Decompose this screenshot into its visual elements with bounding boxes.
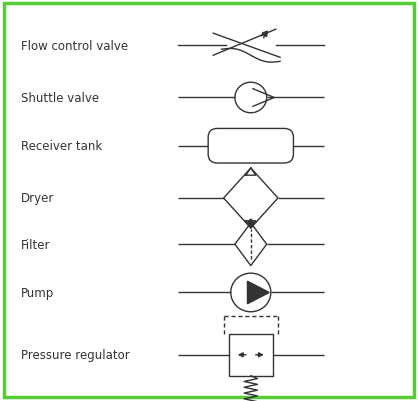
Bar bbox=[229, 334, 273, 376]
Text: Pump: Pump bbox=[21, 286, 54, 299]
Text: Dryer: Dryer bbox=[21, 192, 54, 205]
Text: Flow control valve: Flow control valve bbox=[21, 40, 128, 53]
Polygon shape bbox=[247, 219, 254, 227]
Polygon shape bbox=[247, 282, 269, 304]
Text: Pressure regulator: Pressure regulator bbox=[21, 348, 130, 361]
Text: Shuttle valve: Shuttle valve bbox=[21, 92, 99, 105]
FancyBboxPatch shape bbox=[208, 129, 293, 164]
Polygon shape bbox=[262, 32, 268, 38]
Text: Filter: Filter bbox=[21, 238, 51, 251]
Text: Receiver tank: Receiver tank bbox=[21, 140, 102, 153]
